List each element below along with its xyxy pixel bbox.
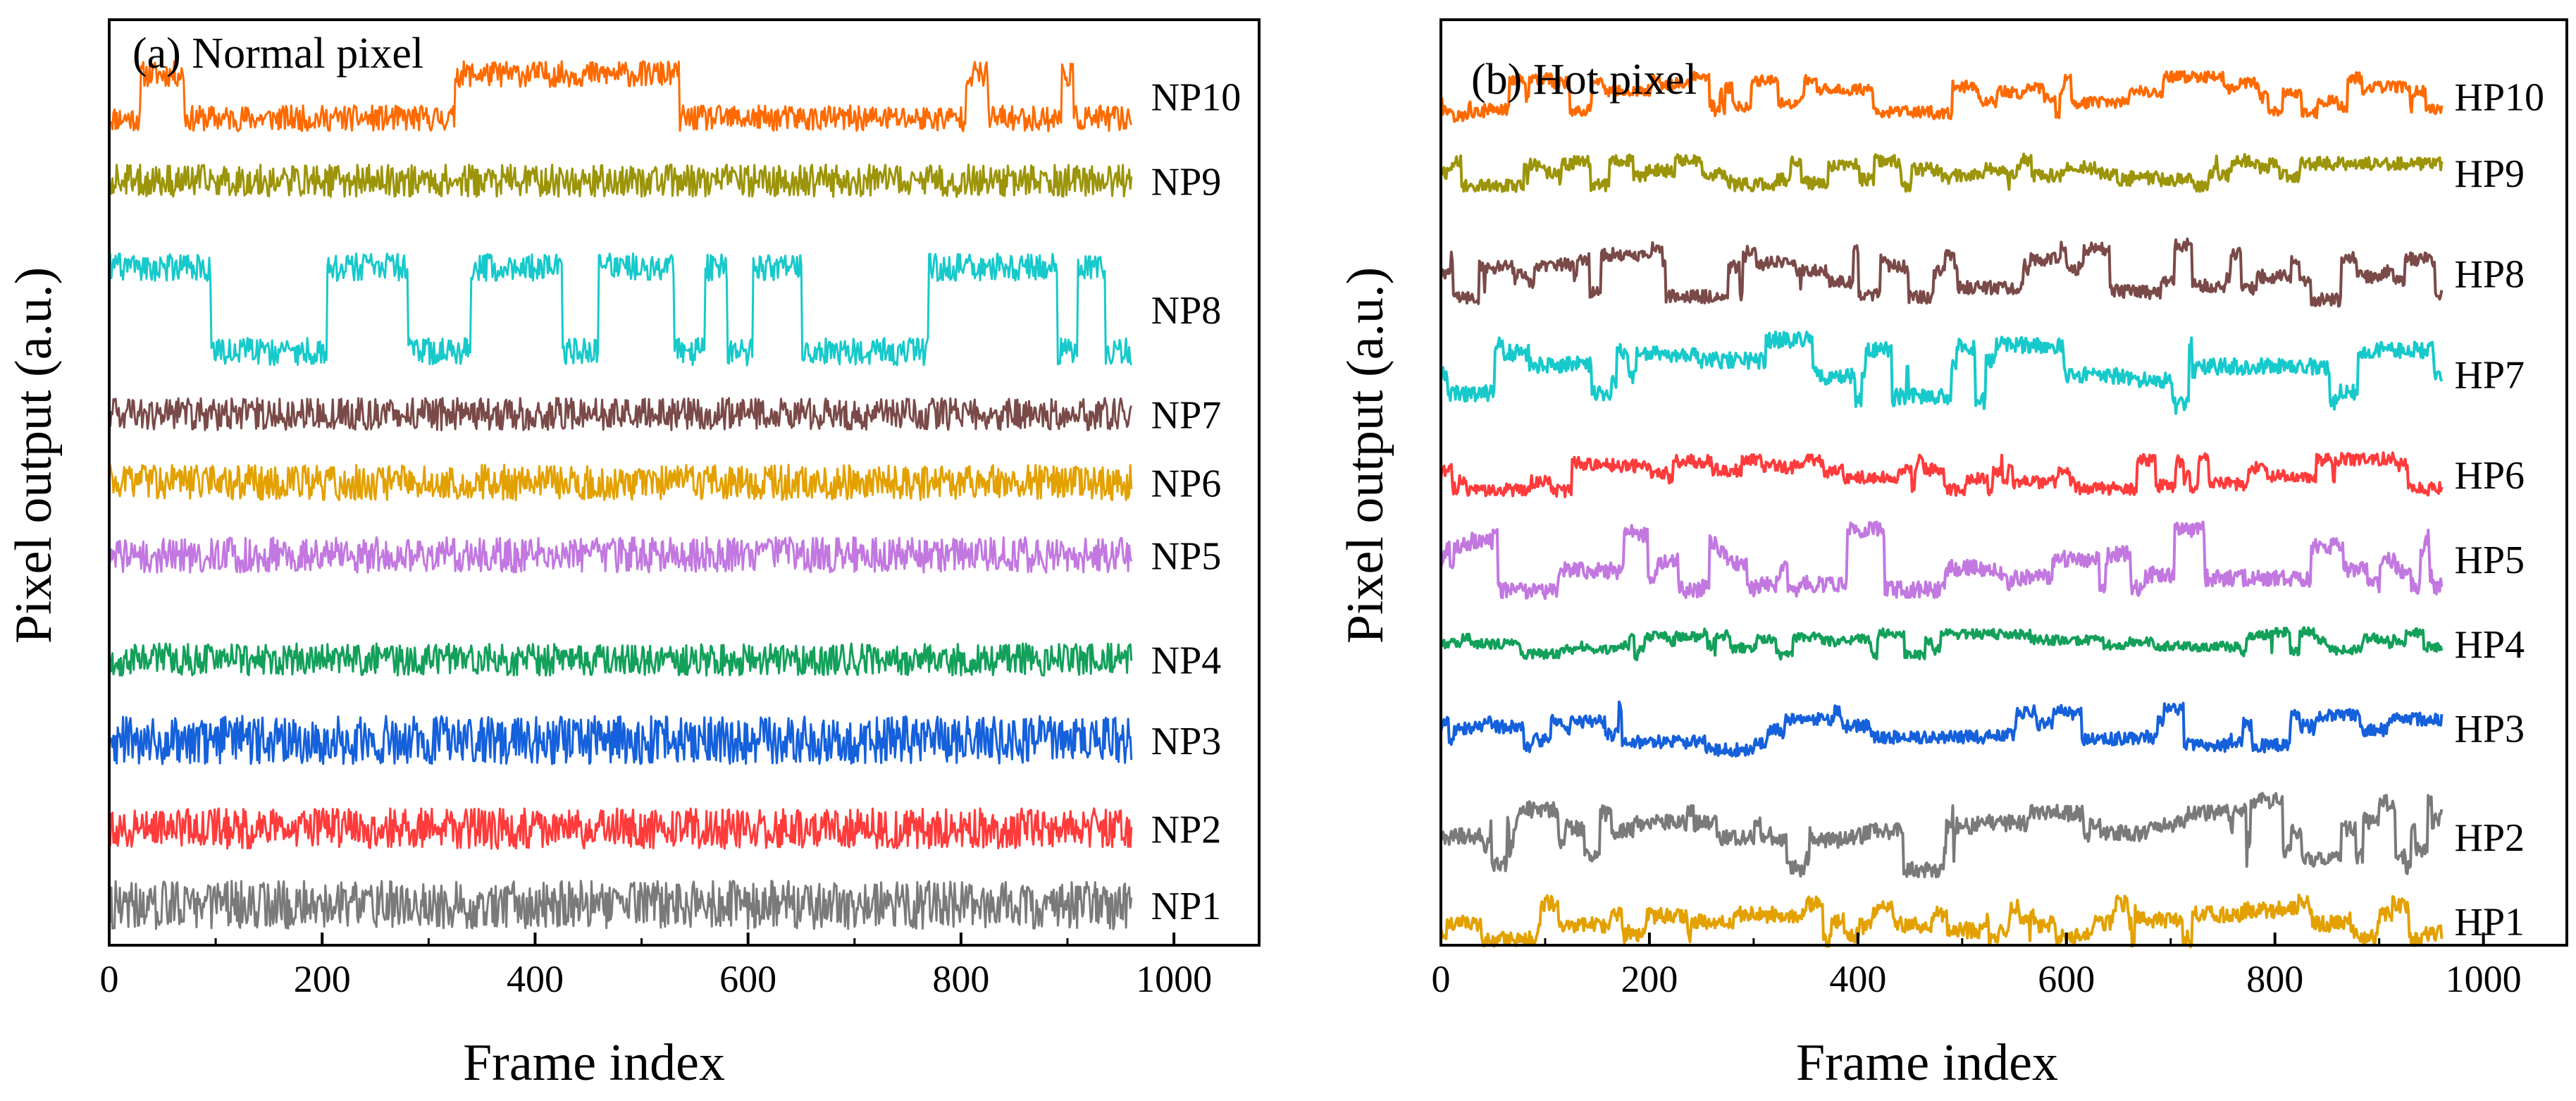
series-label-hp6: HP6	[2454, 454, 2525, 498]
series-line-hp2	[1439, 792, 2444, 879]
x-tick-label: 600	[2038, 958, 2095, 1000]
x-tick-label: 800	[932, 958, 989, 1000]
x-tick-label: 1000	[1136, 958, 1212, 1000]
series-label-np8: NP8	[1151, 289, 1222, 333]
series-line-hp9	[1439, 152, 2444, 193]
panel-title-a: (a) Normal pixel	[132, 30, 423, 78]
x-tick-label: 1000	[2446, 958, 2522, 1000]
series-group-b: HP10 HP9 HP8 HP7 HP6 HP5 HP4 HP3 HP2 HP1	[1439, 70, 2544, 949]
series-label-np5: NP5	[1151, 534, 1222, 578]
x-tick-label: 400	[1829, 958, 1886, 1000]
series-line-np9	[108, 164, 1133, 198]
series-line-np10	[108, 60, 1133, 133]
series-label-hp4: HP4	[2454, 623, 2525, 667]
series-label-hp8: HP8	[2454, 253, 2525, 297]
x-tick-label: 400	[507, 958, 564, 1000]
plot-frame-a	[108, 18, 1261, 947]
series-label-np7: NP7	[1151, 393, 1222, 437]
series-line-hp3	[1439, 700, 2444, 758]
series-line-hp1	[1439, 893, 2444, 949]
x-tick-label: 200	[1621, 958, 1678, 1000]
series-line-hp6	[1439, 451, 2444, 498]
plot-frame-b	[1439, 18, 2568, 947]
series-label-hp5: HP5	[2454, 539, 2525, 582]
series-line-hp7	[1439, 331, 2444, 415]
x-axis-title-a: Frame index	[463, 1034, 725, 1092]
x-tick-label: 200	[294, 958, 351, 1000]
series-label-hp7: HP7	[2454, 353, 2525, 397]
panel-title-b: (b) Hot pixel	[1471, 56, 1697, 104]
x-tick-label: 600	[719, 958, 776, 1000]
series-line-np1	[108, 880, 1133, 930]
series-label-hp1: HP1	[2454, 901, 2525, 945]
series-line-np6	[108, 463, 1133, 502]
series-label-np1: NP1	[1151, 885, 1222, 928]
x-axis-title-b: Frame index	[1796, 1034, 2058, 1092]
x-tick-label: 0	[1432, 958, 1451, 1000]
chart-panel-hot-pixel: Pixel output (a.u.) Frame index HP10HP9H…	[1337, 18, 2568, 1092]
series-line-np3	[108, 715, 1133, 765]
x-ticks-a: 0 200 400 600 800 1000	[100, 933, 1212, 1000]
x-ticks-b: 0 200 400 600 800 1000	[1432, 933, 2522, 1000]
series-label-hp9: HP9	[2454, 152, 2525, 196]
series-label-np6: NP6	[1151, 462, 1222, 506]
series-line-hp4	[1439, 626, 2444, 662]
series-label-np2: NP2	[1151, 808, 1222, 851]
x-tick-label: 800	[2246, 958, 2303, 1000]
series-label-np4: NP4	[1151, 639, 1222, 683]
series-line-np2	[108, 807, 1133, 850]
y-axis-title-b: Pixel output (a.u.)	[1337, 267, 1394, 644]
series-group-a: NP10 NP9 NP8 NP7 NP6 NP5 NP4 NP3 NP2 NP1	[108, 60, 1241, 930]
y-axis-title-a: Pixel output (a.u.)	[5, 267, 63, 644]
series-line-np7	[108, 397, 1133, 431]
series-line-np8	[108, 252, 1133, 367]
x-tick-label: 0	[100, 958, 119, 1000]
series-label-hp10: HP10	[2454, 75, 2544, 119]
chart-panel-normal-pixel: Pixel output (a.u.) Frame index NP10NP9N…	[5, 18, 1261, 1092]
series-label-np10: NP10	[1151, 75, 1241, 119]
series-line-hp8	[1439, 238, 2444, 308]
series-line-hp5	[1439, 520, 2444, 601]
series-label-hp3: HP3	[2454, 708, 2525, 751]
series-label-hp2: HP2	[2454, 816, 2525, 860]
series-line-np4	[108, 642, 1133, 677]
series-line-np5	[108, 536, 1133, 574]
series-line-hp10	[1439, 70, 2444, 123]
series-label-np3: NP3	[1151, 720, 1222, 763]
series-label-np9: NP9	[1151, 160, 1222, 204]
